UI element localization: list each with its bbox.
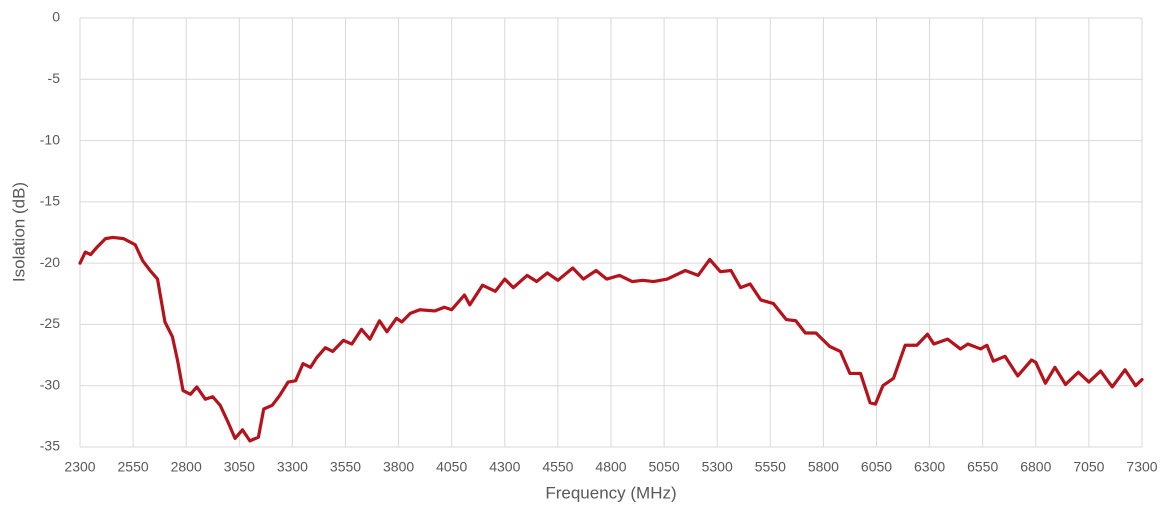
x-tick-label: 6050 [861,459,892,475]
x-tick-label: 6300 [914,459,945,475]
y-tick-label: -30 [40,376,60,392]
y-tick-label: -25 [40,315,60,331]
x-tick-label: 2550 [118,459,149,475]
x-tick-label: 3550 [330,459,361,475]
x-tick-label: 4800 [595,459,626,475]
y-tick-label: -20 [40,254,60,270]
x-tick-label: 5550 [755,459,786,475]
data-line [78,235,1144,443]
y-axis-title: Isolation (dB) [9,182,28,282]
x-tick-label: 2300 [64,459,95,475]
x-axis-title: Frequency (MHz) [545,483,676,502]
y-tick-label: 0 [52,9,60,25]
y-tick-label: -10 [40,131,60,147]
x-tick-label: 4550 [542,459,573,475]
x-tick-label: 6550 [967,459,998,475]
x-tick-label: 5050 [649,459,680,475]
x-tick-label: 4300 [489,459,520,475]
x-tick-label: 3050 [224,459,255,475]
x-tick-label: 2800 [171,459,202,475]
x-tick-label: 4050 [436,459,467,475]
x-tick-label: 3800 [383,459,414,475]
x-tick-label: 6800 [1020,459,1051,475]
y-tick-label: -35 [40,438,60,454]
x-tick-label: 5300 [702,459,733,475]
x-tick-label: 7300 [1126,459,1157,475]
y-tick-label: -5 [48,70,61,86]
x-tick-label: 5800 [808,459,839,475]
x-tick-label: 3300 [277,459,308,475]
x-tick-label: 7050 [1073,459,1104,475]
y-tick-label: -15 [40,193,60,209]
